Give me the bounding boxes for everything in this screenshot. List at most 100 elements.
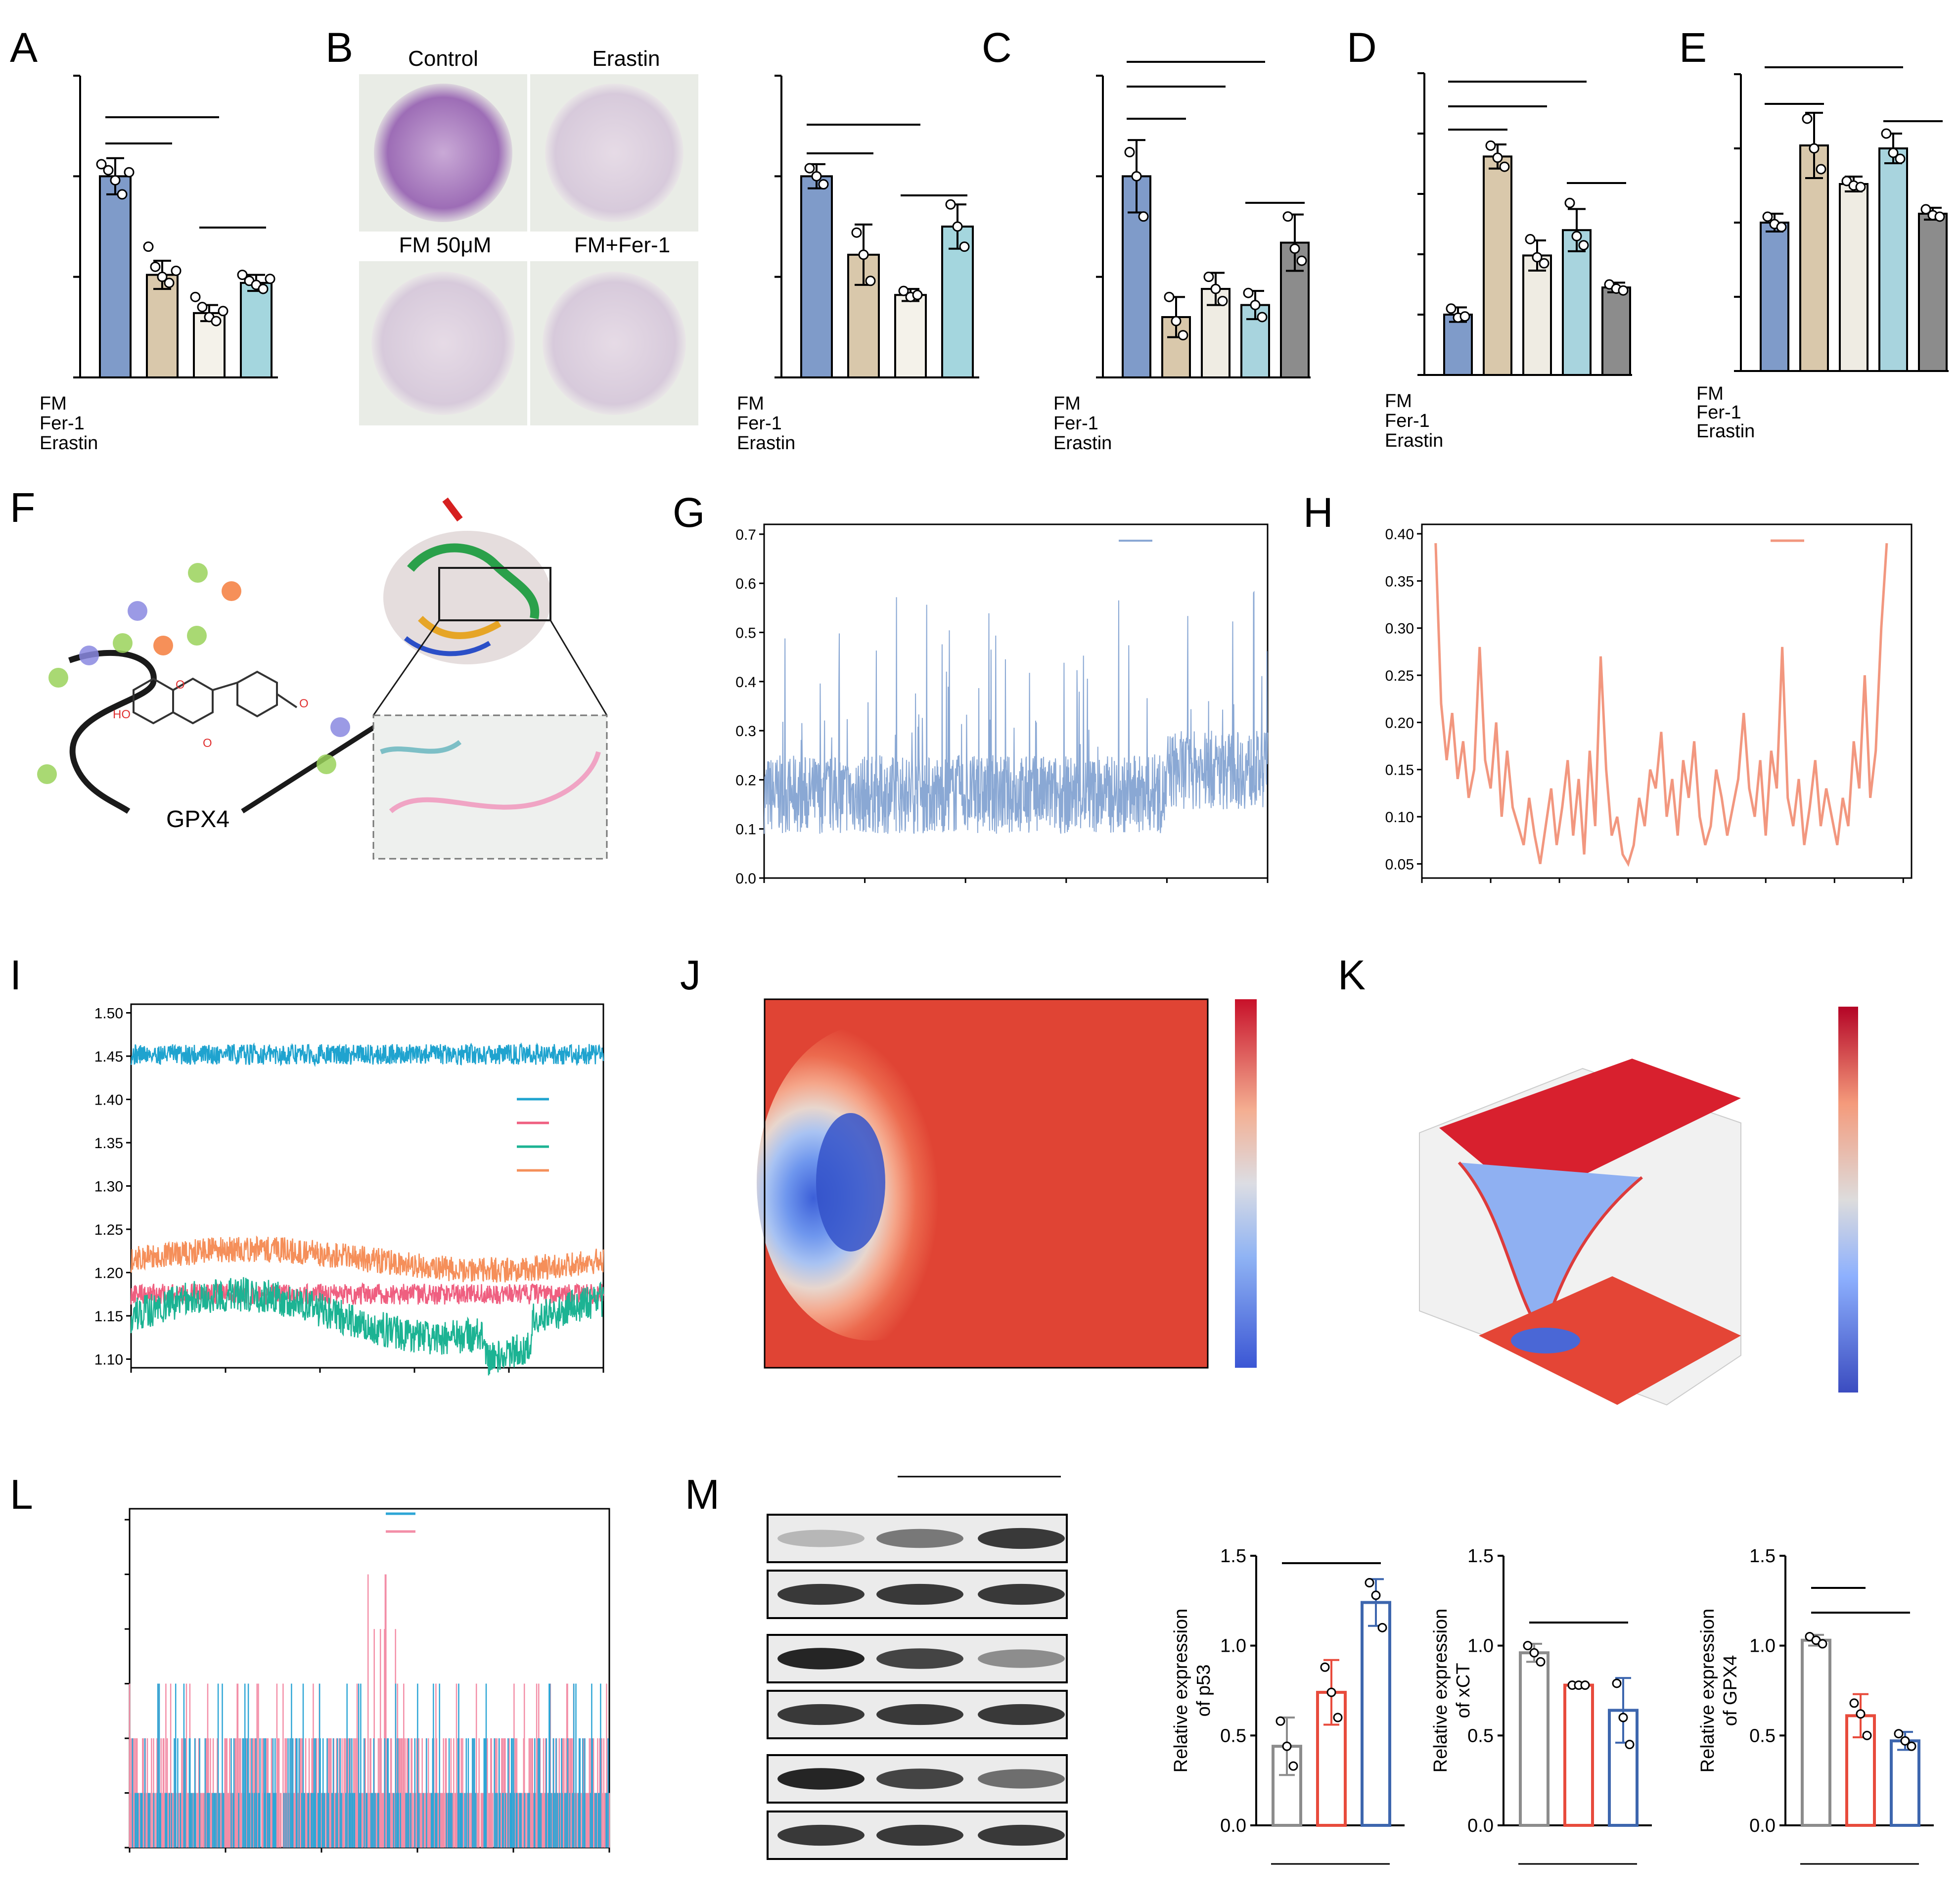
western-blot (767, 1476, 1068, 1860)
data-point (1849, 1698, 1859, 1708)
protein-label: GPX4 (166, 806, 229, 833)
series-line-rmsf (1434, 543, 1888, 867)
data-point (858, 249, 869, 260)
chart-K (1419, 1007, 1858, 1406)
bar-1 (1483, 155, 1512, 376)
blot-band (777, 1530, 865, 1547)
bar-4 (1918, 213, 1948, 372)
atom-label-o3: O (299, 697, 309, 710)
y-tick-label: 0.6 (735, 576, 756, 592)
series-line-rgy (130, 1277, 604, 1376)
data-point (197, 302, 208, 313)
plot-frame (764, 998, 1209, 1369)
data-point (1894, 1729, 1904, 1739)
panel-letter-C: C (982, 24, 1012, 71)
ligand-stick (389, 751, 601, 813)
blot-band (978, 1649, 1065, 1668)
chart-M1: 0.0 0.5 1.0 1.5 Relative expression of p53 (1171, 1546, 1405, 1865)
data-point (1296, 255, 1307, 266)
panel-letter-I: I (10, 952, 21, 998)
row-label-Fer-1: Fer-1 (1696, 402, 1741, 423)
colorbar-J (1235, 999, 1257, 1368)
data-point (157, 272, 168, 282)
y-tick-label: 0.5 (1467, 1725, 1494, 1746)
bar-4 (1601, 286, 1631, 376)
row-label-FM: FM (1385, 391, 1412, 412)
blot-band (777, 1704, 865, 1725)
data-point (1459, 311, 1470, 322)
y-tick-label: 1.0 (1749, 1636, 1776, 1657)
y-tick-label: 0.5 (1749, 1725, 1776, 1746)
photo-label-erastin: Erastin (592, 46, 660, 71)
data-point (124, 167, 135, 178)
residue-blob (113, 633, 133, 653)
bar-0 (800, 175, 833, 378)
y-tick-label: 0.5 (1220, 1725, 1246, 1746)
residue-blob (48, 668, 68, 688)
data-point (117, 189, 128, 200)
chart-I: 1.10 1.15 1.20 1.25 1.30 1.35 1.40 1.45 1.50 (94, 1003, 604, 1376)
bar-2 (1361, 1601, 1391, 1827)
residue-blob (37, 764, 57, 784)
energy-minimum (816, 1113, 885, 1252)
blot-band (978, 1704, 1065, 1725)
y-tick-label: 1.0 (1467, 1636, 1494, 1657)
bar-3 (240, 281, 273, 378)
series-pairs (129, 1574, 610, 1848)
blot-band (777, 1824, 865, 1846)
data-point (1203, 272, 1214, 282)
data-point (1536, 1657, 1546, 1667)
row-label-Fer-1: Fer-1 (40, 413, 85, 434)
y-tick-label: 0.4 (735, 674, 756, 691)
data-point (1276, 1716, 1285, 1726)
blot-band (876, 1824, 963, 1846)
pocket-ribbon (68, 650, 157, 814)
strand-orange (418, 615, 501, 639)
blot-band (978, 1583, 1065, 1605)
y-tick-label: 1.20 (94, 1265, 123, 1282)
y-tick-label: 0.30 (1385, 621, 1414, 637)
data-point (1250, 300, 1261, 311)
panel-letter-M: M (685, 1471, 720, 1518)
row-label-Erastin: Erastin (737, 433, 795, 454)
chart-L (125, 1508, 610, 1853)
data-point (1529, 1648, 1539, 1658)
blot-band (876, 1583, 963, 1605)
panel-letters: A B C D E F G H I J K L M (10, 24, 1707, 1518)
y-tick-label: 1.45 (94, 1049, 123, 1065)
zoom-line-left (372, 620, 440, 716)
data-point (1243, 287, 1254, 298)
y-axis-label-line2: of xCT (1453, 1663, 1474, 1718)
bar-2 (894, 294, 927, 378)
blot-band (777, 1583, 865, 1605)
data-point (1856, 1709, 1866, 1719)
floor-contour (1479, 1276, 1741, 1405)
y-tick-label: 0.20 (1385, 715, 1414, 731)
bar-2 (1522, 254, 1552, 376)
residue-blob (128, 601, 147, 621)
data-point (1934, 211, 1945, 222)
data-point (150, 261, 161, 272)
data-point (1862, 1730, 1872, 1740)
data-point (1282, 1741, 1292, 1751)
y-tick-label: 1.25 (94, 1222, 123, 1238)
data-point (1900, 1736, 1910, 1746)
data-point (1578, 240, 1589, 251)
pocket-ribbon-2 (241, 717, 387, 814)
data-point (103, 165, 114, 176)
dish-fm50 (371, 272, 515, 415)
row-label-Erastin: Erastin (1385, 430, 1443, 451)
residue-blob (222, 581, 241, 601)
loop-blue (404, 636, 491, 656)
colony-photos: Control Erastin FM 50μM FM+Fer-1 (359, 46, 698, 425)
y-tick-label: 0.0 (1749, 1815, 1776, 1836)
data-point (1210, 283, 1221, 294)
dish-fm-fer1 (543, 272, 686, 415)
y-tick-label: 1.10 (94, 1352, 123, 1368)
dish-erastin (545, 84, 683, 222)
data-point (1257, 312, 1268, 323)
residue-blob (330, 717, 350, 737)
